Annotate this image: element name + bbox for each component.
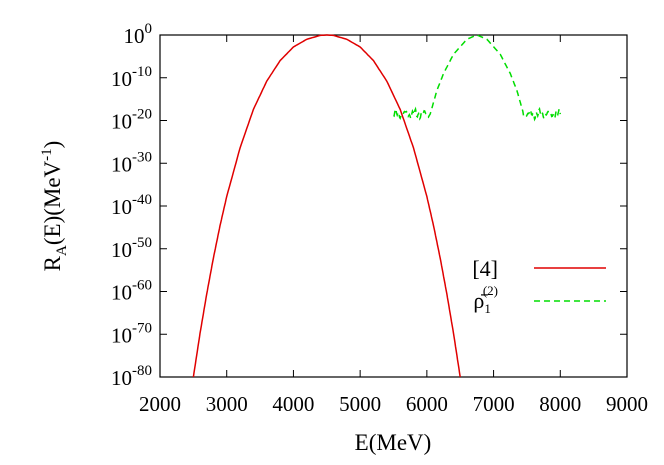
x-tick-label: 6000 — [406, 392, 448, 416]
x-tick-label: 5000 — [339, 392, 381, 416]
x-tick-label: 7000 — [473, 392, 515, 416]
y-tick-label: 10-70 — [111, 320, 152, 347]
series-lines — [192, 34, 562, 378]
x-tick-label: 2000 — [139, 392, 181, 416]
y-tick-label: 10-20 — [111, 107, 152, 134]
x-axis-label: E(MeV) — [355, 430, 432, 455]
series-line-1 — [192, 34, 461, 378]
legend-label-series-1: [4] — [472, 256, 498, 281]
x-tick-label: 9000 — [606, 392, 648, 416]
y-tick-label: 10-80 — [111, 363, 152, 390]
y-tick-label: 100 — [124, 21, 153, 48]
x-ticks: 2000 3000 4000 5000 6000 7000 8000 9000 — [139, 35, 648, 416]
y-axis-label-rest: (E)(MeV — [40, 160, 65, 245]
y-axis-label-main: R — [40, 255, 65, 271]
legend-series-2-sup: (2) — [483, 283, 498, 298]
y-axis-label-sup: -1 — [39, 148, 55, 161]
y-ticks: 100 10-10 10-20 10-30 10-40 10-50 10-60 10-70 10… — [111, 21, 627, 390]
y-axis-label: RA(E)(MeV-1) — [39, 141, 70, 272]
y-tick-label: 10-40 — [111, 192, 152, 219]
x-tick-label: 8000 — [539, 392, 581, 416]
y-tick-label: 10-30 — [111, 149, 152, 176]
series-line-2 — [393, 34, 562, 122]
x-tick-label: 4000 — [272, 392, 314, 416]
plot-frame — [159, 34, 628, 378]
y-tick-label: 10-60 — [111, 278, 152, 305]
legend-series-2-sub: 1 — [484, 301, 491, 316]
legend-label-series-2: ρ̄1(2) — [473, 283, 498, 316]
y-axis-label-sub: A — [54, 245, 70, 256]
y-tick-label: 10-50 — [111, 235, 152, 262]
y-tick-label: 10-10 — [111, 64, 152, 91]
y-axis-label-close: ) — [40, 141, 65, 149]
legend: [4] ρ̄1(2) — [472, 256, 606, 316]
x-tick-label: 3000 — [206, 392, 248, 416]
